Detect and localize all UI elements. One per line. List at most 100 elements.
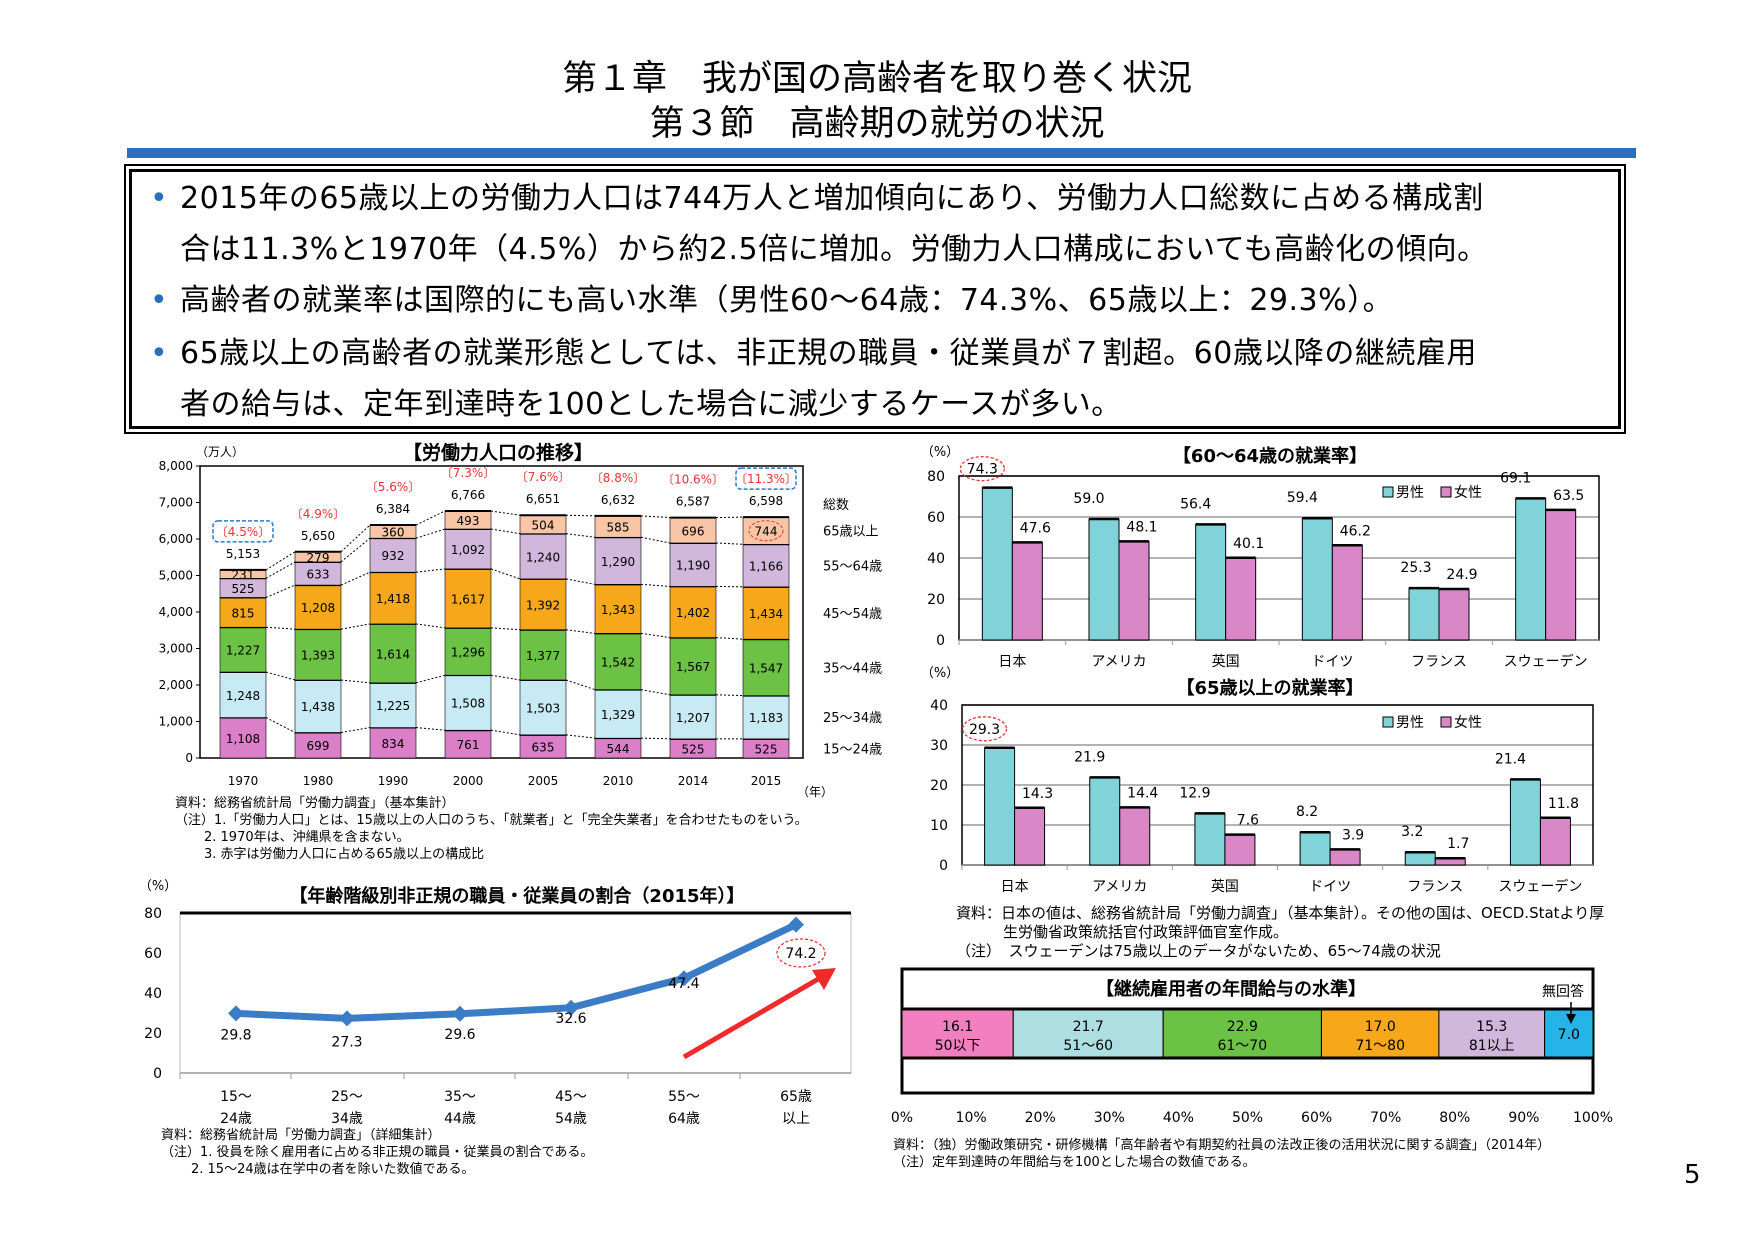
segment-range-label: 51～60 [1063, 1038, 1113, 1054]
bar-value-label: 1,438 [301, 700, 335, 714]
x-tick-label: 2014 [678, 774, 709, 788]
legend-swatch [1440, 716, 1452, 728]
bar-value-label: 69.1 [1500, 470, 1531, 486]
legend-swatch [1382, 716, 1394, 728]
bar-value-label: 1,547 [749, 661, 783, 675]
x-tick-label: 54歳 [555, 1111, 587, 1127]
bar-segment [742, 638, 790, 696]
bar-value-label: 8.2 [1296, 804, 1318, 820]
elderly-share-label: 〔10.6%〕 [662, 473, 724, 487]
y-tick-label: 20 [927, 592, 945, 608]
bar-value-label: 1,614 [376, 647, 410, 661]
x-tick-label: 25～ [331, 1089, 363, 1105]
x-tick-label: 70% [1370, 1110, 1401, 1126]
bar-value-label: 696 [682, 524, 705, 538]
employment-rate-chart-title: 【60～64歳の就業率】 [1173, 445, 1367, 467]
employment-rate-chart-title: 【65歳以上の就業率】 [1176, 677, 1363, 699]
bar-segment [294, 679, 342, 733]
section-title: 第３節 高齢期の就労の状況 [649, 104, 1105, 144]
connector-line [490, 568, 521, 580]
x-tick-label: 2005 [528, 774, 559, 788]
bar-value-label: 1,183 [749, 711, 783, 725]
x-tick-label: 1980 [303, 774, 334, 788]
bar [1404, 851, 1436, 866]
bar-value-label: 1,329 [601, 708, 635, 722]
connector-line [415, 727, 446, 731]
connector-line [715, 542, 744, 545]
connector-line [490, 510, 521, 516]
x-tick-label: 45～ [555, 1089, 587, 1105]
bar-value-label: 1,377 [526, 649, 560, 663]
connector-line [415, 568, 446, 573]
y-tick-label: 1,000 [159, 715, 193, 729]
y-axis-unit-label: （%） [921, 445, 959, 460]
connector-line [415, 623, 446, 629]
x-axis-unit-label: （年） [797, 785, 833, 799]
summary-bullet-continuation: 合は11.3%と1970年（4.5%）から約2.5倍に増加。労働力人口構成におい… [180, 232, 1488, 267]
segment-value-label: 17.0 [1365, 1019, 1396, 1035]
bar-value-label: 633 [307, 568, 330, 582]
connector-line [340, 727, 371, 733]
y-tick-label: 60 [927, 510, 945, 526]
bar-segment [669, 517, 717, 544]
bar-segment [519, 629, 567, 681]
bar-value-label: 3.2 [1401, 824, 1423, 840]
header-divider [127, 148, 1636, 158]
highlight-circle [776, 938, 826, 968]
legend-label: 55～64歳 [823, 560, 882, 575]
y-tick-label: 20 [930, 778, 948, 794]
bar [1195, 523, 1227, 641]
data-label: 74.2 [785, 946, 816, 962]
x-tick-label: ドイツ [1309, 879, 1351, 895]
x-tick-label: 64歳 [668, 1111, 700, 1127]
y-tick-label: 8,000 [159, 459, 193, 473]
bar-value-label: 504 [532, 518, 555, 532]
elderly-share-label: 〔11.3%〕 [735, 472, 797, 486]
bar-value-label: 493 [457, 514, 480, 528]
x-tick-label: フランス [1407, 879, 1463, 895]
legend-label: 45～54歳 [823, 607, 882, 622]
summary-bullet-continuation: 者の給与は、定年到達時を100とした場合に減少するケースが多い。 [180, 387, 1122, 422]
segment-value-label: 22.9 [1227, 1019, 1258, 1035]
bar-value-label: 14.3 [1022, 786, 1053, 802]
bar-value-label: 1.7 [1447, 836, 1469, 852]
segment-value-label: 15.3 [1476, 1019, 1507, 1035]
total-label: 6,384 [376, 502, 410, 516]
data-point-marker [339, 1010, 355, 1027]
x-tick-label: ドイツ [1311, 654, 1353, 670]
connector-line [265, 584, 296, 598]
data-point-marker [788, 916, 804, 933]
total-label: 6,632 [601, 493, 635, 507]
total-label: 5,153 [226, 547, 260, 561]
x-tick-label: 日本 [1001, 879, 1029, 895]
labor-force-note: 2. 1970年は、沖縄県を含まない。 [204, 830, 410, 845]
bar-value-label: 1,227 [226, 644, 260, 658]
highlight-box [735, 467, 797, 490]
connector-line [340, 571, 371, 586]
connector-line [415, 510, 446, 526]
y-axis-unit-label: （万人） [196, 445, 244, 459]
connector-line [640, 536, 671, 544]
y-tick-label: 0 [939, 858, 948, 874]
x-tick-label: 80% [1439, 1110, 1470, 1126]
connector-line [490, 627, 521, 631]
legend-label: 65歳以上 [823, 525, 879, 540]
salary-note: 資料：（独）労働政策研究・研修機構「高年齢者や有期契約社員の法改正後の活用状況に… [893, 1138, 1551, 1153]
chapter-title: 第１章 我が国の高齢者を取り巻く状況 [561, 59, 1192, 99]
bar-value-label: 1,503 [526, 701, 560, 715]
salary-chart-title: 【継続雇用者の年間給与の水準】 [1096, 978, 1366, 1000]
bar-segment [519, 533, 567, 580]
bar-segment [594, 633, 642, 690]
connector-line [565, 533, 596, 538]
bar-value-label: 21.4 [1495, 751, 1526, 767]
bar-value-label: 56.4 [1180, 496, 1211, 512]
connector-line [340, 537, 371, 563]
x-tick-label: スウェーデン [1504, 653, 1588, 670]
bar-value-label: 635 [532, 740, 555, 754]
bar-value-label: 525 [755, 742, 778, 756]
x-tick-label: 24歳 [220, 1111, 252, 1127]
employment-rate-note: （注） スウェーデンは75歳以上のデータがないため、65～74歳の状況 [956, 942, 1441, 960]
data-label: 29.8 [220, 1027, 251, 1043]
x-tick-label: 1970 [228, 774, 259, 788]
